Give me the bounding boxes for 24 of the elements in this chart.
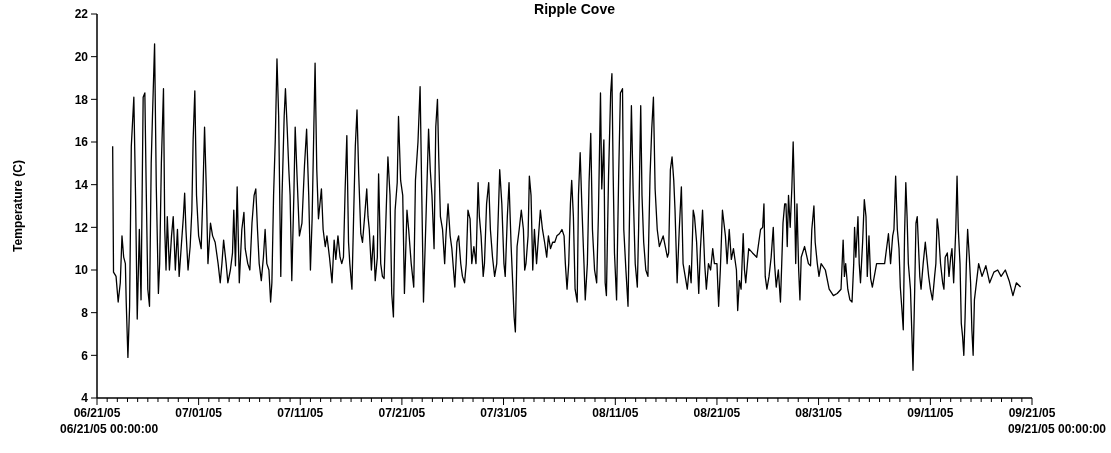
y-tick-label: 6 [81,348,89,363]
y-tick-label: 18 [74,92,89,107]
y-tick-label: 22 [74,7,89,22]
y-tick-label: 20 [74,49,89,64]
y-tick-label: 8 [81,305,89,320]
x-tick-label: 09/21/05 [1008,406,1056,420]
x-tick-label: 08/31/05 [795,406,843,420]
y-tick-label: 14 [74,177,89,192]
x-tick-label: 07/21/05 [378,406,426,420]
y-tick-label: 12 [74,220,89,235]
text: 06/21/05 00:00:00 [60,422,159,436]
x-tick-label: 08/11/05 [592,406,639,420]
x-tick-label: 07/31/05 [480,406,528,420]
x-tick-label: 08/21/05 [693,406,741,420]
y-tick-label: 10 [74,263,89,278]
text: 09/21/05 00:00:00 [1007,422,1107,436]
y-tick-label: 16 [74,135,89,150]
y-axis-title: Temperature (C) [11,160,25,252]
x-tick-label: 07/11/05 [277,406,324,420]
x-tick-label: 06/21/05 [73,406,121,420]
chart-title: Ripple Cove [534,1,616,17]
y-tick-label: 4 [81,391,89,406]
x-tick-label: 07/01/05 [175,406,223,420]
x-tick-label: 09/11/05 [907,406,954,420]
